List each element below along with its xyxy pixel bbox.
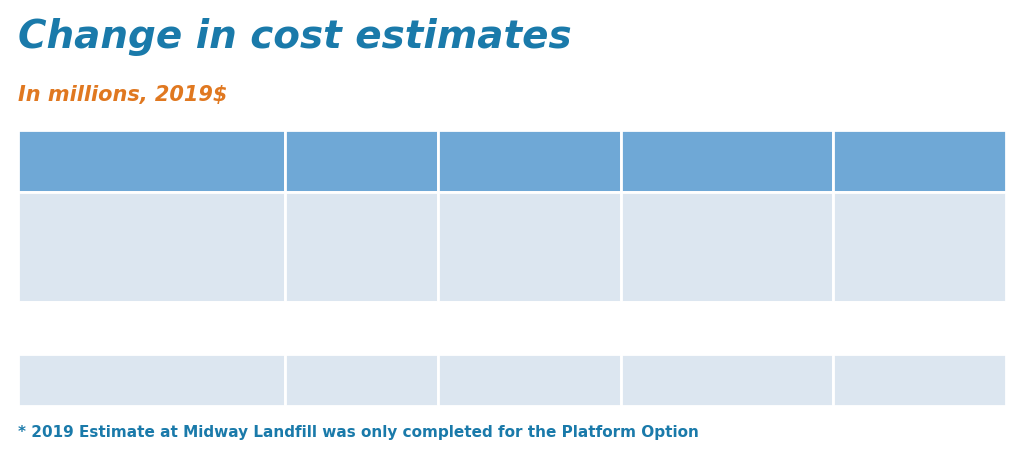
Text: $802: $802 [338,371,384,389]
Text: +46%: +46% [893,371,946,389]
Text: $1,183: $1,183 [498,319,561,337]
Text: Change in cost estimates: Change in cost estimates [18,18,571,56]
Text: +$365: +$365 [696,371,757,389]
Text: $1,167: $1,167 [498,371,561,389]
Text: S. 344th St. Site: S. 344th St. Site [30,371,183,389]
Text: * 2019 Estimate at Midway Landfill was only completed for the Platform Option: * 2019 Estimate at Midway Landfill was o… [18,425,698,440]
Text: % difference: % difference [860,152,979,170]
Text: In millions, 2019$: In millions, 2019$ [18,85,227,105]
Text: Cost
difference: Cost difference [679,142,775,180]
Text: +$478 - $1,058: +$478 - $1,058 [667,237,786,257]
Text: $1,366: $1,366 [330,238,393,256]
Text: $759: $759 [338,319,385,337]
Text: S. 336th St Site: S. 336th St Site [30,319,177,337]
Text: Midway Landfill*: Midway Landfill* [30,202,184,220]
Text: +$424: +$424 [696,319,757,337]
Text: $1,844-$2,424: $1,844-$2,424 [467,237,592,257]
Text: +56%: +56% [893,319,946,337]
Text: +35 - 77%: +35 - 77% [871,238,968,256]
Text: (3 below ground design
options: Full Excavation,
Hybrid, Platform): (3 below ground design options: Full Exc… [30,228,209,278]
Text: 2020: 2020 [506,152,552,170]
Text: 2019: 2019 [338,152,384,170]
